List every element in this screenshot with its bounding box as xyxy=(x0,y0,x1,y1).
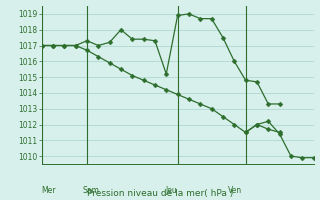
Text: Sam: Sam xyxy=(83,186,100,195)
Text: Jeu: Jeu xyxy=(166,186,177,195)
Text: Ven: Ven xyxy=(228,186,242,195)
Text: Pression niveau de la mer( hPa ): Pression niveau de la mer( hPa ) xyxy=(87,189,233,198)
Text: Mer: Mer xyxy=(42,186,56,195)
